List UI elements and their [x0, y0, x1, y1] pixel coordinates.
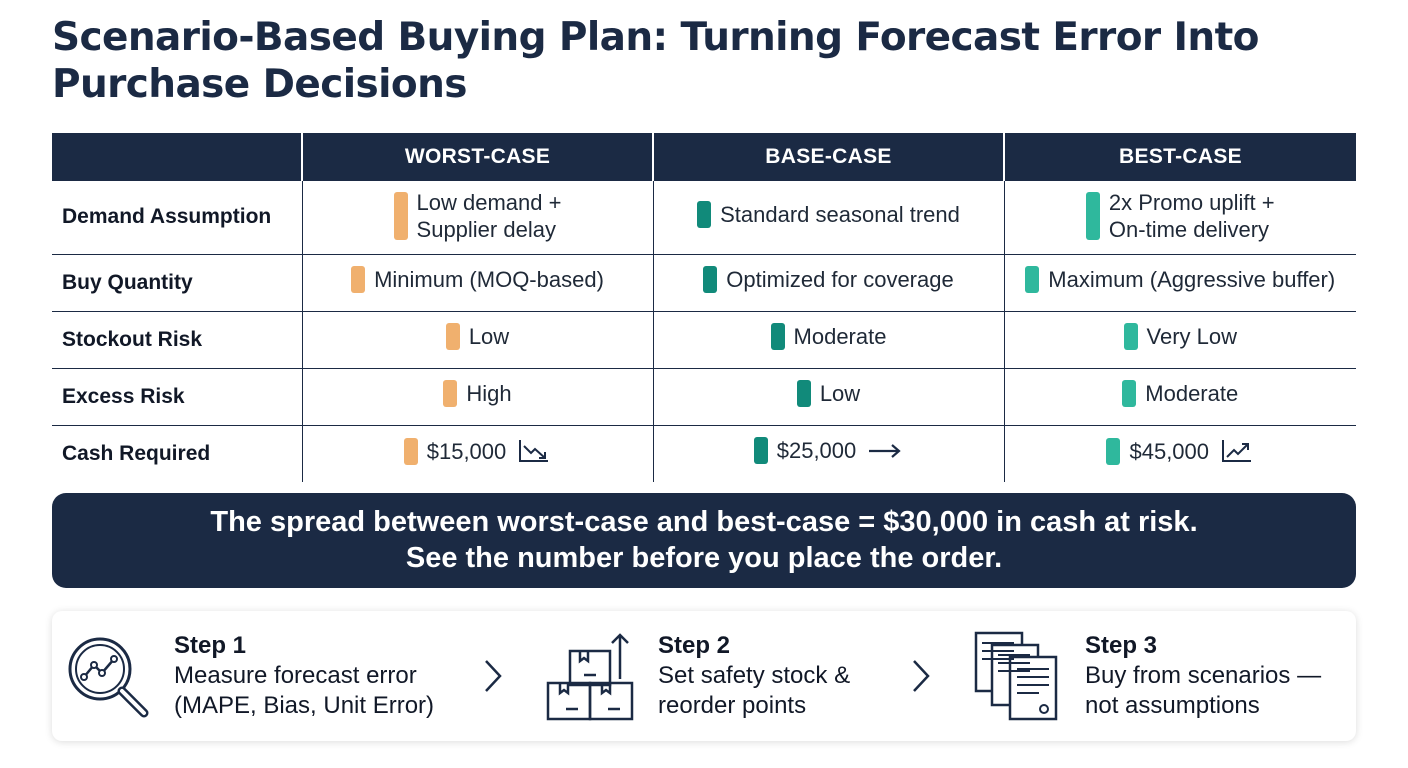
- table-row: Stockout Risk Low Moderate Very Low: [52, 311, 1356, 369]
- row-label: Demand Assumption: [52, 181, 302, 255]
- cell-text: 2x Promo uplift +: [1108, 189, 1275, 215]
- worst-cell: Low: [301, 311, 653, 369]
- step-line: (MAPE, Bias, Unit Error): [174, 692, 435, 719]
- base-marker: [770, 323, 785, 350]
- table-row: Cash Required $15,000 $25,000 $45,000: [52, 425, 1356, 482]
- worst-marker: [351, 266, 366, 293]
- row-label: Buy Quantity: [52, 254, 302, 312]
- step-description: Buy from scenarios — not assumptions: [1085, 661, 1321, 721]
- worst-cell: High: [301, 368, 653, 426]
- step-3: Step 3 Buy from scenarios — not assumpti…: [962, 611, 1352, 741]
- cell-text: Low demand +: [416, 189, 562, 215]
- step-line: not assumptions: [1085, 692, 1260, 719]
- best-marker: [1085, 191, 1100, 240]
- worst-cell: $15,000: [301, 425, 653, 482]
- best-marker: [1025, 266, 1040, 293]
- step-line: Set safety stock &: [658, 662, 851, 689]
- table-header-row: WORST-CASE BASE-CASE BEST-CASE: [52, 133, 1356, 181]
- base-cell: Optimized for coverage: [652, 254, 1004, 312]
- header-blank: [52, 133, 302, 181]
- cell-text: On-time delivery: [1108, 216, 1270, 242]
- arrow-right-icon: [869, 443, 901, 458]
- worst-marker: [445, 323, 460, 350]
- trend-up-icon: [1222, 440, 1252, 462]
- cell-text: Supplier delay: [416, 216, 556, 242]
- best-marker: [1123, 323, 1138, 350]
- base-cell: Standard seasonal trend: [652, 181, 1004, 255]
- step-1: Step 1 Measure forecast error (MAPE, Bia…: [52, 611, 492, 741]
- magnifier-chart-icon: [68, 637, 149, 718]
- step-2: Step 2 Set safety stock & reorder points: [532, 611, 912, 741]
- row-label: Cash Required: [62, 441, 211, 465]
- cell-text: Optimized for coverage: [726, 267, 954, 292]
- page-title: Scenario-Based Buying Plan: Turning Fore…: [52, 15, 1259, 107]
- table-row: Buy Quantity Minimum (MOQ-based) Optimiz…: [52, 254, 1356, 312]
- table-row: Demand Assumption Low demand + Supplier d…: [52, 181, 1356, 255]
- cell-text: Low: [468, 324, 510, 349]
- chevron-right-icon: [913, 660, 930, 692]
- best-cell: Moderate: [1003, 368, 1356, 426]
- worst-marker: [443, 380, 458, 407]
- best-cell: Maximum (Aggressive buffer): [1003, 254, 1356, 312]
- header-best-case: BEST-CASE: [1003, 133, 1356, 181]
- step-description: Measure forecast error (MAPE, Bias, Unit…: [174, 661, 434, 721]
- cell-text: Moderate: [1145, 381, 1239, 406]
- documents-icon: [974, 631, 1058, 721]
- banner-line-1: The spread between worst-case and best-c…: [210, 506, 1198, 538]
- cell-text: Low: [819, 381, 861, 406]
- header-base-case: BASE-CASE: [652, 133, 1004, 181]
- step-description: Set safety stock & reorder points: [658, 661, 850, 721]
- step-line: Measure forecast error: [174, 662, 417, 689]
- cell-text: Standard seasonal trend: [720, 201, 960, 227]
- cell-text: $25,000: [776, 438, 857, 464]
- base-cell: Low: [652, 368, 1004, 426]
- row-label: Excess Risk: [52, 368, 302, 426]
- cell-text: High: [466, 381, 512, 406]
- best-marker: [1122, 380, 1137, 407]
- chevron-right-icon: [485, 660, 502, 692]
- worst-cell: Low demand + Supplier delay: [301, 181, 653, 255]
- cell-text: Minimum (MOQ-based): [374, 267, 604, 292]
- scenario-table: WORST-CASE BASE-CASE BEST-CASE Demand As…: [52, 133, 1356, 482]
- cell-text: Moderate: [793, 324, 887, 349]
- step-title: Step 1: [174, 632, 247, 659]
- cell-text: Very Low: [1146, 324, 1238, 349]
- best-cell: 2x Promo uplift + On-time delivery: [1003, 181, 1356, 255]
- best-cell: Very Low: [1003, 311, 1356, 369]
- header-worst-case: WORST-CASE: [301, 133, 653, 181]
- best-marker: [1106, 437, 1121, 465]
- step-title: Step 2: [658, 632, 731, 659]
- base-cell: Moderate: [652, 311, 1004, 369]
- worst-cell: Minimum (MOQ-based): [301, 254, 653, 312]
- step-line: reorder points: [658, 692, 807, 719]
- step-line: Buy from scenarios —: [1085, 662, 1322, 689]
- base-marker: [753, 437, 768, 465]
- base-marker: [703, 266, 718, 293]
- step-title: Step 3: [1085, 632, 1158, 659]
- table-row: Excess Risk High Low Moderate: [52, 368, 1356, 426]
- trend-down-icon: [519, 440, 549, 462]
- base-marker: [697, 200, 712, 228]
- cell-text: $45,000: [1129, 438, 1210, 464]
- worst-marker: [403, 437, 418, 465]
- base-cell: $25,000: [652, 425, 1004, 482]
- stacked-boxes-icon: [546, 633, 634, 721]
- cell-text: Maximum (Aggressive buffer): [1048, 267, 1336, 292]
- steps-panel: Step 1 Measure forecast error (MAPE, Bia…: [52, 611, 1356, 741]
- banner-line-2: See the number before you place the orde…: [405, 542, 1003, 574]
- best-cell: $45,000: [1003, 425, 1356, 482]
- worst-marker: [393, 191, 408, 240]
- cell-text: $15,000: [426, 438, 507, 464]
- row-label: Stockout Risk: [52, 311, 302, 369]
- base-marker: [796, 380, 811, 407]
- cash-at-risk-banner: The spread between worst-case and best-c…: [52, 493, 1356, 588]
